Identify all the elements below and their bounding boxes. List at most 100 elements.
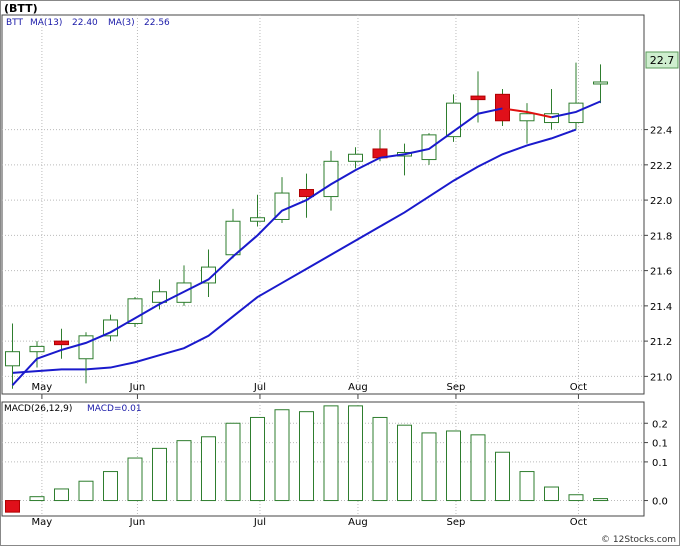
- macd-bar: [127, 457, 143, 502]
- ma13-layer: [12, 128, 577, 374]
- macd-bar: [5, 500, 20, 513]
- macd-bar: [176, 440, 192, 502]
- candle-up: [225, 208, 241, 259]
- macd-axis: 0.0 0.1 0.2 0.1 May Jun Jul Aug Sep Oct: [32, 419, 668, 528]
- macd-bar: [299, 411, 314, 502]
- price-panel: 21.0 21.2 21.4 21.6 21.8 22.0 22.2 22.4 May Jun Ju…: [1, 14, 679, 399]
- candle-up: [29, 341, 45, 368]
- macd-bar: [250, 416, 265, 502]
- candle-body: [29, 345, 45, 353]
- candle-body: [544, 113, 559, 124]
- candle-up: [127, 297, 143, 328]
- legend-ma3-label: MA(3): [108, 18, 135, 28]
- candle-up: [348, 147, 363, 169]
- macd-bar: [225, 422, 241, 502]
- candle-up: [519, 103, 535, 144]
- macd-month-label: Jun: [129, 517, 146, 528]
- macd-bar: [372, 416, 388, 502]
- macd-bar: [470, 434, 486, 502]
- ma13-line: [12, 128, 577, 374]
- month-label: Oct: [570, 382, 587, 393]
- candle-body: [323, 160, 339, 198]
- price-tick-label: 22.2: [650, 161, 672, 172]
- price-tick-label: 21.4: [650, 302, 672, 313]
- macd-legend: MACD(26,12,9) MACD=0.01: [4, 404, 142, 414]
- macd-tick-label: 0.1: [652, 439, 668, 450]
- macd-bar: [323, 405, 339, 502]
- candle-body: [519, 113, 535, 122]
- candle-body: [421, 134, 437, 161]
- candle-down: [299, 173, 314, 218]
- macd-month-label: Aug: [348, 517, 368, 528]
- candle-body: [299, 189, 314, 198]
- candle-up: [544, 89, 559, 130]
- price-legend: BTT MA(13) 22.40 MA(3) 22.56: [6, 18, 170, 28]
- macd-bar: [274, 409, 290, 502]
- macd-month-label: Sep: [447, 517, 466, 528]
- macd-tick-label: 0.1: [652, 458, 668, 469]
- macd-bar: [78, 480, 94, 502]
- candle-up: [421, 133, 437, 165]
- month-label: Jun: [129, 382, 146, 393]
- month-label: Aug: [348, 382, 368, 393]
- macd-bar: [421, 432, 437, 502]
- price-tick-label: 22.0: [650, 196, 672, 207]
- last-price-tag: 22.7: [645, 51, 679, 69]
- candle-up: [593, 64, 608, 104]
- candle-body: [78, 335, 94, 360]
- last-price-label: 22.7: [650, 54, 675, 67]
- candle-up: [250, 194, 265, 227]
- macd-tick-label: 0.0: [652, 497, 668, 508]
- macd-month-label: Oct: [570, 517, 587, 528]
- macd-bar: [397, 424, 412, 502]
- macd-legend-label: MACD(26,12,9): [4, 404, 72, 414]
- candle-body: [201, 266, 216, 284]
- candle-body: [250, 217, 265, 222]
- price-tick-label: 21.8: [650, 231, 672, 242]
- macd-bar: [519, 471, 535, 502]
- legend-ma3-value: 22.56: [144, 18, 170, 28]
- price-axis: 21.0 21.2 21.4 21.6 21.8 22.0 22.2 22.4 May Jun Ju…: [32, 126, 672, 399]
- candle-down: [54, 328, 69, 359]
- macd-bars: [5, 405, 608, 513]
- candle-up: [323, 150, 339, 211]
- watermark: © 12Stocks.com: [601, 535, 676, 545]
- price-tick-label: 21.0: [650, 372, 672, 383]
- candle-up: [201, 249, 216, 298]
- macd-month-label: May: [32, 517, 53, 528]
- candle-body: [593, 81, 608, 85]
- macd-bar: [103, 471, 118, 502]
- chart-title: (BTT): [4, 2, 38, 15]
- macd-bar: [568, 494, 584, 502]
- candle-up: [5, 323, 20, 389]
- last-price-box: [645, 51, 679, 69]
- ma3-line-segment: [11, 107, 503, 386]
- macd-bar: [54, 488, 69, 502]
- candle-body: [225, 220, 241, 256]
- macd-bar: [446, 430, 461, 502]
- candle-body: [127, 298, 143, 324]
- price-tick-label: 22.4: [650, 126, 672, 137]
- macd-bar: [348, 405, 363, 502]
- macd-bar: [544, 486, 559, 502]
- ma3-layer: [11, 100, 601, 386]
- macd-bar: [152, 447, 167, 502]
- macd-panel: 0.0 0.1 0.2 0.1 May Jun Jul Aug Sep Oct MACD(26,1…: [1, 401, 668, 528]
- legend-symbol: BTT: [6, 18, 24, 28]
- candle-body: [348, 153, 363, 162]
- candle-layer: [5, 62, 608, 389]
- macd-bar: [593, 498, 608, 502]
- ma3-line-segment: [502, 107, 552, 119]
- candle-body: [495, 93, 510, 122]
- candle-body: [152, 291, 167, 303]
- macd-bar: [29, 496, 45, 502]
- legend-ma13-value: 22.40: [72, 18, 98, 28]
- month-label: May: [32, 382, 53, 393]
- legend-ma13-label: MA(13): [30, 18, 62, 28]
- candle-body: [5, 351, 20, 367]
- ma3-line-segment: [551, 100, 601, 119]
- macd-legend-value: MACD=0.01: [87, 404, 142, 414]
- macd-bar: [201, 436, 216, 502]
- price-tick-label: 21.2: [650, 337, 672, 348]
